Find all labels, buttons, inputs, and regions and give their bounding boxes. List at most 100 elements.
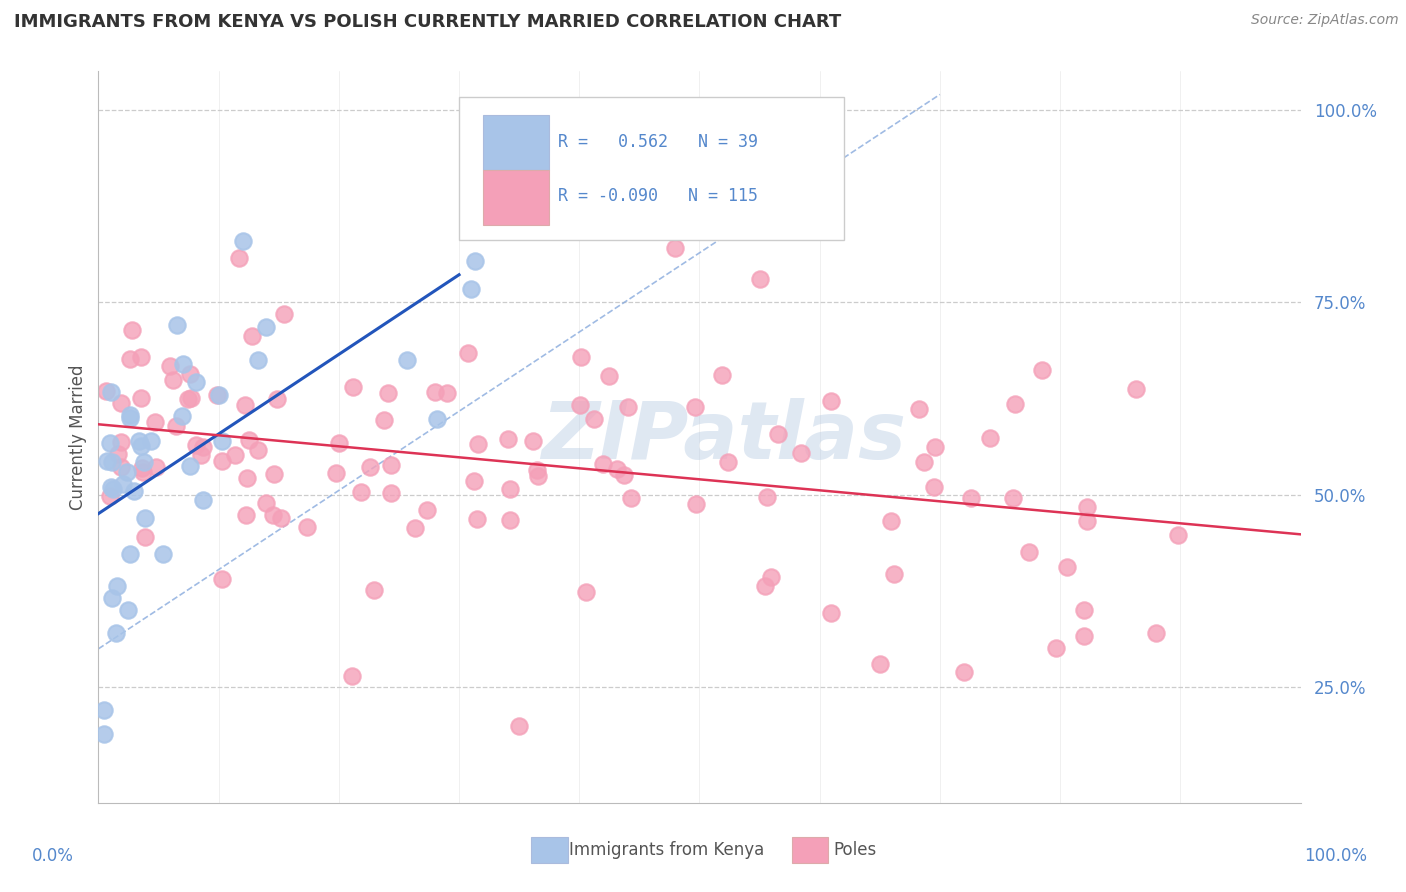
Point bbox=[467, 437, 489, 451]
Point bbox=[118, 351, 141, 366]
Point bbox=[907, 401, 929, 416]
Point bbox=[96, 454, 118, 468]
Text: Poles: Poles bbox=[834, 841, 877, 859]
Point bbox=[247, 443, 270, 458]
FancyBboxPatch shape bbox=[484, 170, 550, 225]
Point bbox=[270, 511, 292, 525]
Point bbox=[415, 503, 437, 517]
Point bbox=[924, 440, 946, 454]
Point bbox=[922, 480, 945, 494]
Point bbox=[121, 323, 143, 337]
Point bbox=[1073, 603, 1095, 617]
Point bbox=[598, 369, 620, 384]
Point bbox=[380, 458, 402, 472]
Point bbox=[179, 367, 201, 381]
Point bbox=[766, 427, 789, 442]
Point bbox=[190, 448, 212, 462]
Point bbox=[101, 455, 124, 469]
Point bbox=[953, 665, 976, 679]
Point bbox=[359, 460, 381, 475]
Point bbox=[93, 703, 115, 717]
Point bbox=[263, 467, 285, 482]
Point bbox=[1056, 560, 1078, 574]
Point bbox=[131, 350, 153, 364]
Point bbox=[617, 401, 640, 415]
Point bbox=[755, 490, 778, 504]
Text: R =   0.562   N = 39: R = 0.562 N = 39 bbox=[558, 133, 758, 151]
Point bbox=[145, 459, 167, 474]
Point bbox=[685, 497, 707, 511]
Point bbox=[592, 457, 614, 471]
Point bbox=[94, 384, 117, 398]
Point bbox=[134, 511, 156, 525]
Point bbox=[111, 477, 134, 491]
Point bbox=[1004, 397, 1026, 411]
Point bbox=[820, 394, 842, 409]
Point bbox=[297, 520, 319, 534]
Point bbox=[628, 195, 651, 210]
Point bbox=[122, 483, 145, 498]
Point bbox=[159, 359, 181, 373]
Point bbox=[342, 380, 364, 394]
Point bbox=[193, 493, 215, 508]
Point bbox=[105, 578, 128, 592]
Point bbox=[224, 448, 246, 462]
Point bbox=[1144, 626, 1167, 640]
Point bbox=[508, 719, 530, 733]
Point bbox=[205, 388, 228, 402]
Point bbox=[211, 434, 233, 449]
Text: 100.0%: 100.0% bbox=[1303, 847, 1367, 864]
Point bbox=[363, 582, 385, 597]
Point bbox=[575, 585, 598, 599]
Point bbox=[880, 514, 903, 528]
Point bbox=[105, 626, 128, 640]
Text: Immigrants from Kenya: Immigrants from Kenya bbox=[569, 841, 765, 859]
Point bbox=[869, 657, 891, 672]
Point bbox=[254, 319, 277, 334]
Point bbox=[820, 606, 842, 620]
Point bbox=[606, 462, 628, 476]
FancyBboxPatch shape bbox=[458, 97, 844, 240]
Point bbox=[790, 446, 813, 460]
Point bbox=[233, 398, 256, 412]
Point bbox=[620, 491, 643, 505]
Point bbox=[685, 400, 707, 414]
Point bbox=[98, 436, 121, 450]
Point bbox=[117, 603, 139, 617]
Point bbox=[262, 508, 284, 523]
Point bbox=[883, 566, 905, 581]
Point bbox=[139, 434, 162, 448]
Point bbox=[120, 408, 142, 422]
Point bbox=[131, 392, 153, 406]
Point bbox=[979, 431, 1001, 445]
Point bbox=[134, 529, 156, 543]
Point bbox=[247, 352, 270, 367]
Point bbox=[145, 415, 167, 429]
Point bbox=[1167, 527, 1189, 541]
Point bbox=[498, 482, 520, 496]
Point bbox=[208, 388, 231, 402]
Text: ZIPatlas: ZIPatlas bbox=[541, 398, 905, 476]
Point bbox=[569, 350, 592, 364]
Point bbox=[350, 485, 373, 500]
Text: Source: ZipAtlas.com: Source: ZipAtlas.com bbox=[1251, 13, 1399, 28]
Point bbox=[526, 463, 548, 477]
Point bbox=[103, 482, 125, 496]
Point bbox=[1076, 514, 1098, 528]
Point bbox=[460, 282, 482, 296]
Point bbox=[960, 491, 983, 505]
Point bbox=[1076, 500, 1098, 515]
Point bbox=[232, 234, 254, 248]
Point bbox=[162, 373, 184, 387]
Point bbox=[1125, 382, 1147, 396]
Point bbox=[110, 460, 132, 475]
Point bbox=[235, 508, 257, 522]
Point bbox=[93, 726, 115, 740]
Point bbox=[1018, 545, 1040, 559]
Point bbox=[180, 391, 202, 405]
Point bbox=[129, 439, 152, 453]
Point bbox=[152, 547, 174, 561]
Point bbox=[613, 467, 636, 482]
Point bbox=[170, 409, 193, 423]
Point bbox=[273, 307, 295, 321]
